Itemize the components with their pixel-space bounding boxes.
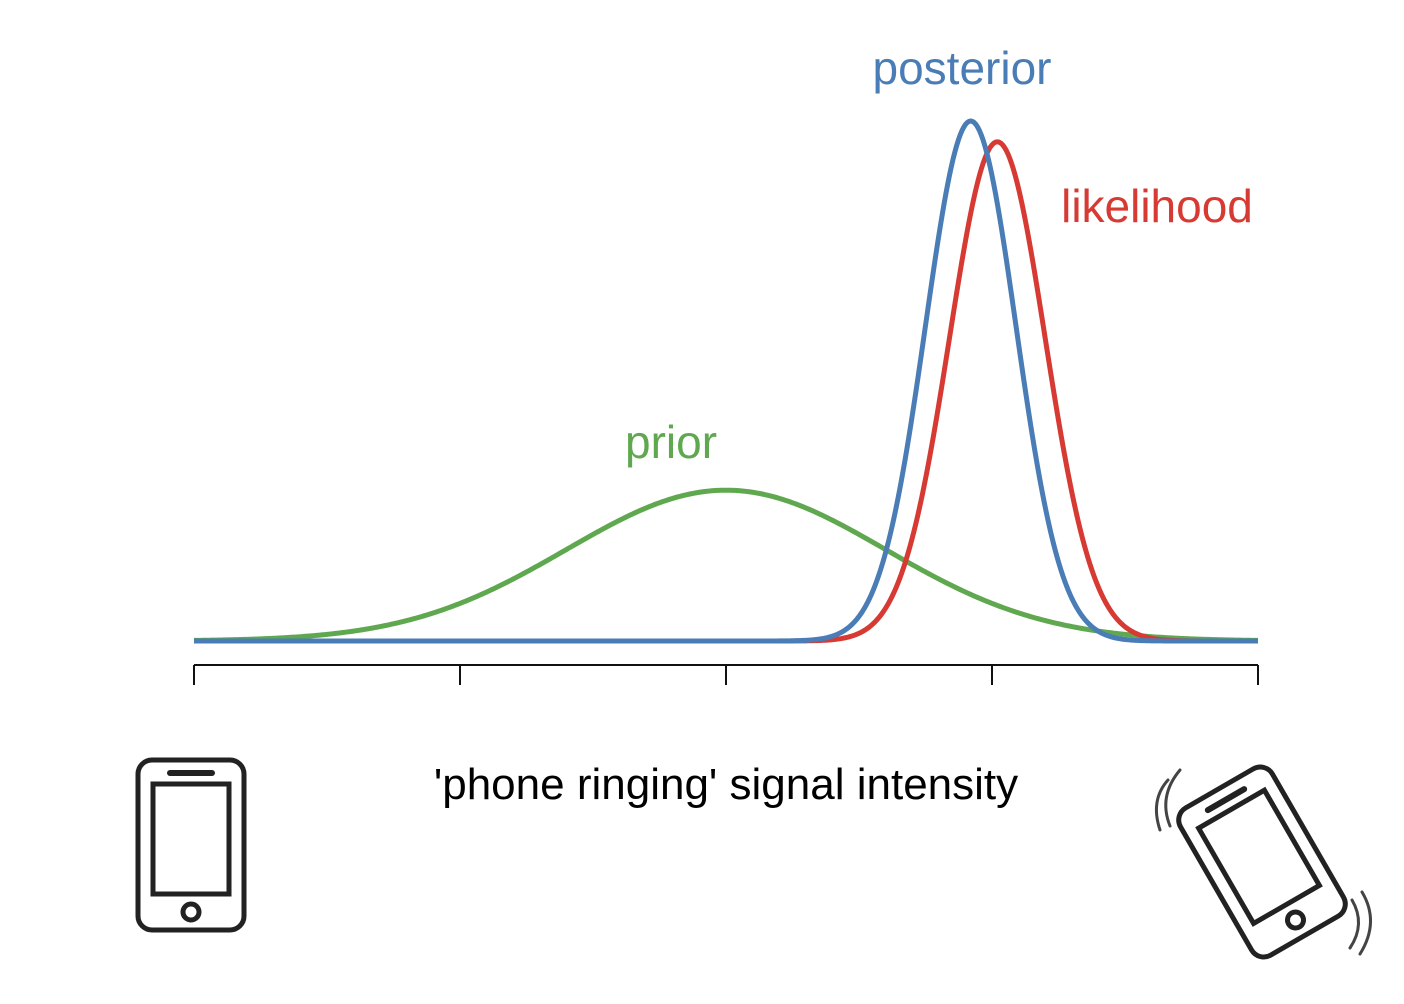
- posterior-label: posterior: [873, 42, 1052, 94]
- vibration-waves-icon: [1154, 768, 1372, 956]
- phone-still-icon: [135, 757, 247, 933]
- x-axis: [193, 664, 1259, 685]
- x-axis-label: 'phone ringing' signal intensity: [433, 760, 1019, 809]
- density-curves: [193, 118, 1259, 644]
- likelihood-label: likelihood: [1061, 180, 1253, 232]
- prior-curve: [193, 487, 1259, 643]
- phone-ringing-icon: [1176, 764, 1348, 960]
- prior-label: prior: [625, 416, 717, 468]
- posterior-curve: [193, 118, 1259, 644]
